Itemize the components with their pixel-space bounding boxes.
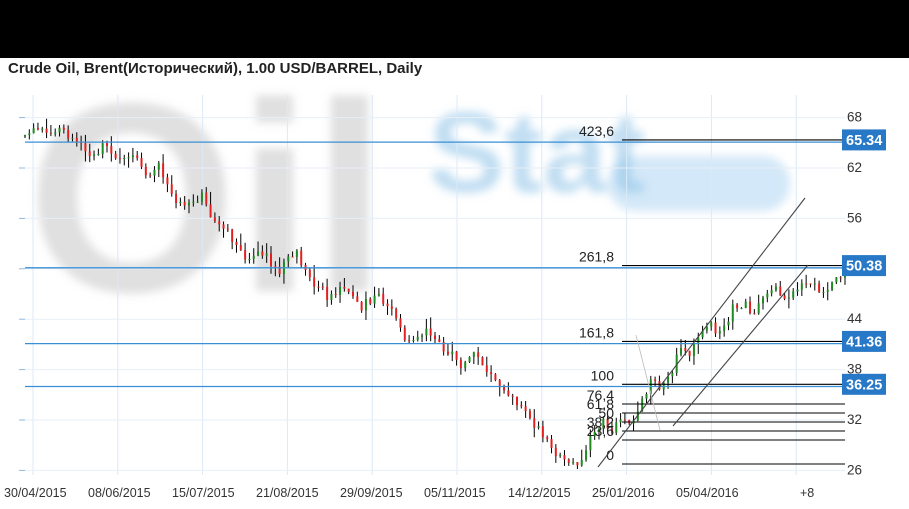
svg-text:14/12/2015: 14/12/2015 — [508, 486, 571, 500]
svg-text:26: 26 — [847, 462, 862, 477]
svg-text:21/08/2015: 21/08/2015 — [256, 486, 319, 500]
svg-text:41.36: 41.36 — [846, 334, 882, 350]
svg-text:29/09/2015: 29/09/2015 — [340, 486, 403, 500]
svg-text:65.34: 65.34 — [846, 133, 882, 149]
svg-text:50.38: 50.38 — [846, 259, 882, 275]
svg-text:Stat: Stat — [428, 89, 645, 217]
svg-text:32: 32 — [847, 412, 862, 427]
svg-text:08/06/2015: 08/06/2015 — [88, 486, 151, 500]
svg-text:30/04/2015: 30/04/2015 — [4, 486, 67, 500]
svg-text:+8: +8 — [800, 486, 814, 500]
svg-text:161,8: 161,8 — [579, 324, 614, 340]
svg-text:05/04/2016: 05/04/2016 — [676, 486, 739, 500]
svg-text:100: 100 — [591, 367, 615, 383]
svg-text:15/07/2015: 15/07/2015 — [172, 486, 235, 500]
svg-text:261,8: 261,8 — [579, 249, 614, 265]
svg-text:68: 68 — [847, 110, 862, 125]
svg-text:23,6: 23,6 — [587, 423, 614, 439]
svg-text:56: 56 — [847, 210, 862, 225]
svg-text:36.25: 36.25 — [846, 377, 882, 393]
svg-text:44: 44 — [847, 311, 863, 326]
svg-text:05/11/2015: 05/11/2015 — [424, 486, 486, 500]
svg-text:423,6: 423,6 — [579, 123, 614, 139]
svg-text:25/01/2016: 25/01/2016 — [592, 486, 655, 500]
svg-text:62: 62 — [847, 160, 862, 175]
